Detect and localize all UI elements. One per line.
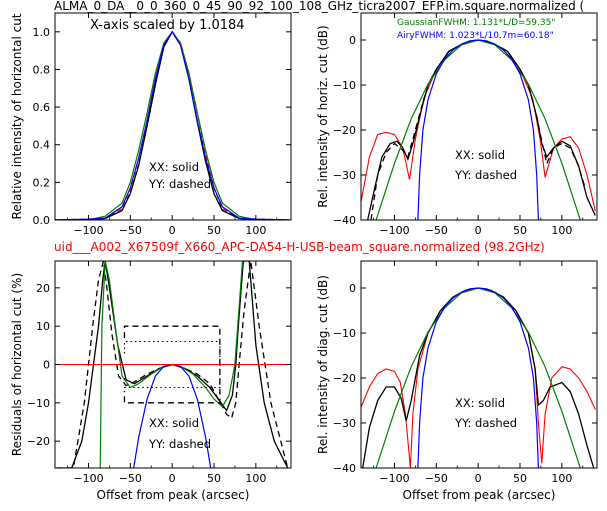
series-line-black-solid <box>55 30 290 220</box>
series-line-blue-solid <box>417 39 539 220</box>
x-tick-label: 0 <box>169 224 176 237</box>
chart-top-left: −100 −50 0 50 100 0.0 0.2 0.4 0.6 0.8 1.0 Relative … <box>10 12 292 237</box>
y-tick-label: 1.0 <box>33 26 51 39</box>
y-tick-label: −10 <box>333 327 356 340</box>
y-tick-label: 20 <box>36 282 50 295</box>
legend-text: XX: solid <box>149 160 199 174</box>
axes-frame <box>360 260 598 469</box>
series-line-black-solid <box>367 39 596 220</box>
legend-text: XX: solid <box>149 416 199 430</box>
y-axis-label: Residuals of horizontal cut (%) <box>10 273 24 456</box>
y-tick-label: 0.8 <box>33 63 51 76</box>
y-tick-label: −20 <box>27 435 50 448</box>
x-tick-label: 50 <box>513 472 527 485</box>
x-tick-label: 50 <box>207 224 221 237</box>
x-tick-label: 50 <box>513 224 527 237</box>
series-line-black-dashed <box>370 39 586 220</box>
y-tick-label: 0.2 <box>33 176 51 189</box>
legend-text: YY: dashed <box>454 416 517 430</box>
sub-title: uid___A002_X67509f_X660_APC-DA54-H-USB-b… <box>54 240 545 254</box>
x-axis-label: Offset from peak (arcsec) <box>97 488 250 502</box>
x-tick-label: 100 <box>245 472 266 485</box>
y-axis-label: Rel. intensity of horiz. cut (dB) <box>316 25 330 207</box>
x-tick-label: 0 <box>475 224 482 237</box>
x-tick-label: 100 <box>551 472 572 485</box>
series-line-blue-solid <box>417 287 539 468</box>
y-tick-label: 0 <box>43 359 50 372</box>
y-tick-label: −10 <box>27 397 50 410</box>
x-tick-label: −50 <box>425 472 448 485</box>
y-tick-label: 0.4 <box>33 139 51 152</box>
legend-text: YY: dashed <box>148 437 211 451</box>
fwhm-annotation: AiryFWHM: 1.023*L/10.7m=60.18" <box>397 31 554 41</box>
x-tick-label: −100 <box>73 224 103 237</box>
x-tick-label: −100 <box>73 472 103 485</box>
y-axis-label: Relative intensity of horizontal cut <box>10 13 24 219</box>
x-axis-label: Offset from peak (arcsec) <box>403 488 556 502</box>
y-tick-label: 0.6 <box>33 101 51 114</box>
series-line-black-solid <box>362 287 595 468</box>
x-tick-label: −50 <box>425 224 448 237</box>
x-tick-label: −100 <box>379 224 409 237</box>
axes-frame <box>360 12 598 221</box>
scale-annotation: X-axis scaled by 1.0184 <box>90 18 245 33</box>
plot-area-bottom-left <box>55 261 291 468</box>
x-tick-label: 100 <box>245 224 266 237</box>
plot-area-bottom-right <box>361 287 596 468</box>
series-line-red-solid <box>361 287 596 468</box>
y-tick-label: −20 <box>333 372 356 385</box>
x-tick-label: −100 <box>379 472 409 485</box>
y-tick-label: 0 <box>349 282 356 295</box>
series-line-red-solid <box>361 39 596 212</box>
y-tick-label: −20 <box>333 124 356 137</box>
y-tick-label: −30 <box>333 169 356 182</box>
plot-area-top-left <box>55 30 290 220</box>
x-tick-label: −50 <box>119 472 142 485</box>
main-title: ALMA_0_DA__0_0_360_0_45_90_92_100_108_GH… <box>54 0 584 13</box>
series-line-blue-solid <box>55 30 290 220</box>
series-line-green-solid <box>375 287 581 468</box>
y-tick-label: −30 <box>333 417 356 430</box>
reference-box-black-dashed <box>123 325 221 404</box>
x-tick-label: −50 <box>119 224 142 237</box>
series-line-green-solid <box>375 39 581 220</box>
series-line-black-dashed <box>56 261 289 468</box>
series-line-green-solid <box>55 30 290 220</box>
legend-text: XX: solid <box>455 396 505 410</box>
x-tick-label: 0 <box>475 472 482 485</box>
fwhm-annotation: GaussianFWHM: 1.131*L/D=59.35" <box>397 18 555 28</box>
series-line-red-dashed <box>55 30 290 220</box>
plot-area-top-right <box>361 39 596 220</box>
reference-box-black-dotted <box>123 340 221 389</box>
y-tick-label: −40 <box>333 214 356 227</box>
axes-frame <box>54 12 292 221</box>
chart-bottom-right: −100 −50 0 50 100 0 −10 −20 −30 −40 Offset from pe… <box>316 260 598 502</box>
legend-text: YY: dashed <box>454 168 517 182</box>
legend-text: XX: solid <box>455 148 505 162</box>
x-tick-label: 0 <box>169 472 176 485</box>
y-tick-label: −10 <box>333 79 356 92</box>
y-tick-label: 0.0 <box>33 214 51 227</box>
legend-text: YY: dashed <box>148 177 211 191</box>
y-tick-label: 0 <box>349 34 356 47</box>
x-tick-label: 50 <box>207 472 221 485</box>
y-tick-label: 10 <box>36 320 50 333</box>
y-tick-label: −40 <box>333 462 356 475</box>
x-tick-label: 100 <box>551 224 572 237</box>
y-axis-label: Rel. intensity of diag. cut (dB) <box>316 275 330 454</box>
